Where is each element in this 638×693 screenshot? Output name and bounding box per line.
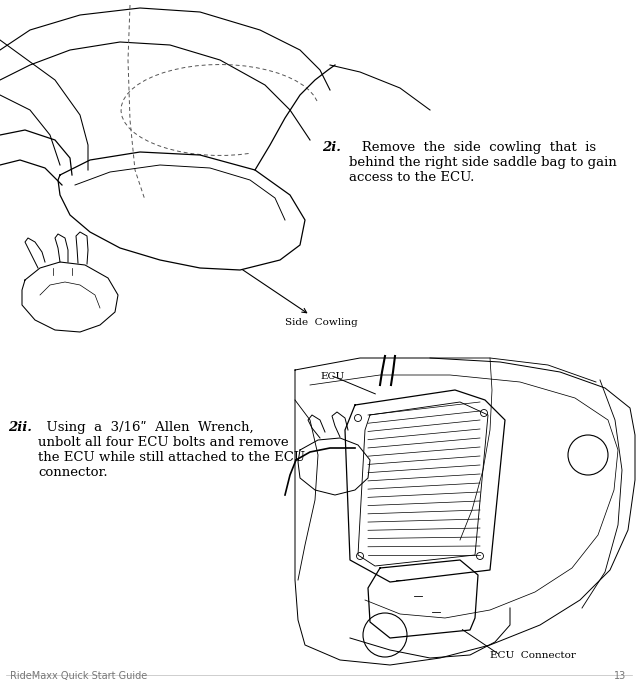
Text: 13: 13 (614, 671, 626, 681)
Text: 2i.: 2i. (322, 141, 341, 154)
Text: 2ii.: 2ii. (8, 421, 32, 434)
Text: Side  Cowling: Side Cowling (285, 318, 358, 327)
Text: ECU: ECU (320, 372, 345, 381)
Text: ECU  Connector: ECU Connector (490, 651, 576, 660)
Text: Using  a  3/16ʺ  Allen  Wrench,
unbolt all four ECU bolts and remove
the ECU whi: Using a 3/16ʺ Allen Wrench, unbolt all f… (38, 421, 305, 479)
Text: RideMaxx Quick Start Guide: RideMaxx Quick Start Guide (10, 671, 147, 681)
Text: Remove  the  side  cowling  that  is
behind the right side saddle bag to gain
ac: Remove the side cowling that is behind t… (349, 141, 617, 184)
